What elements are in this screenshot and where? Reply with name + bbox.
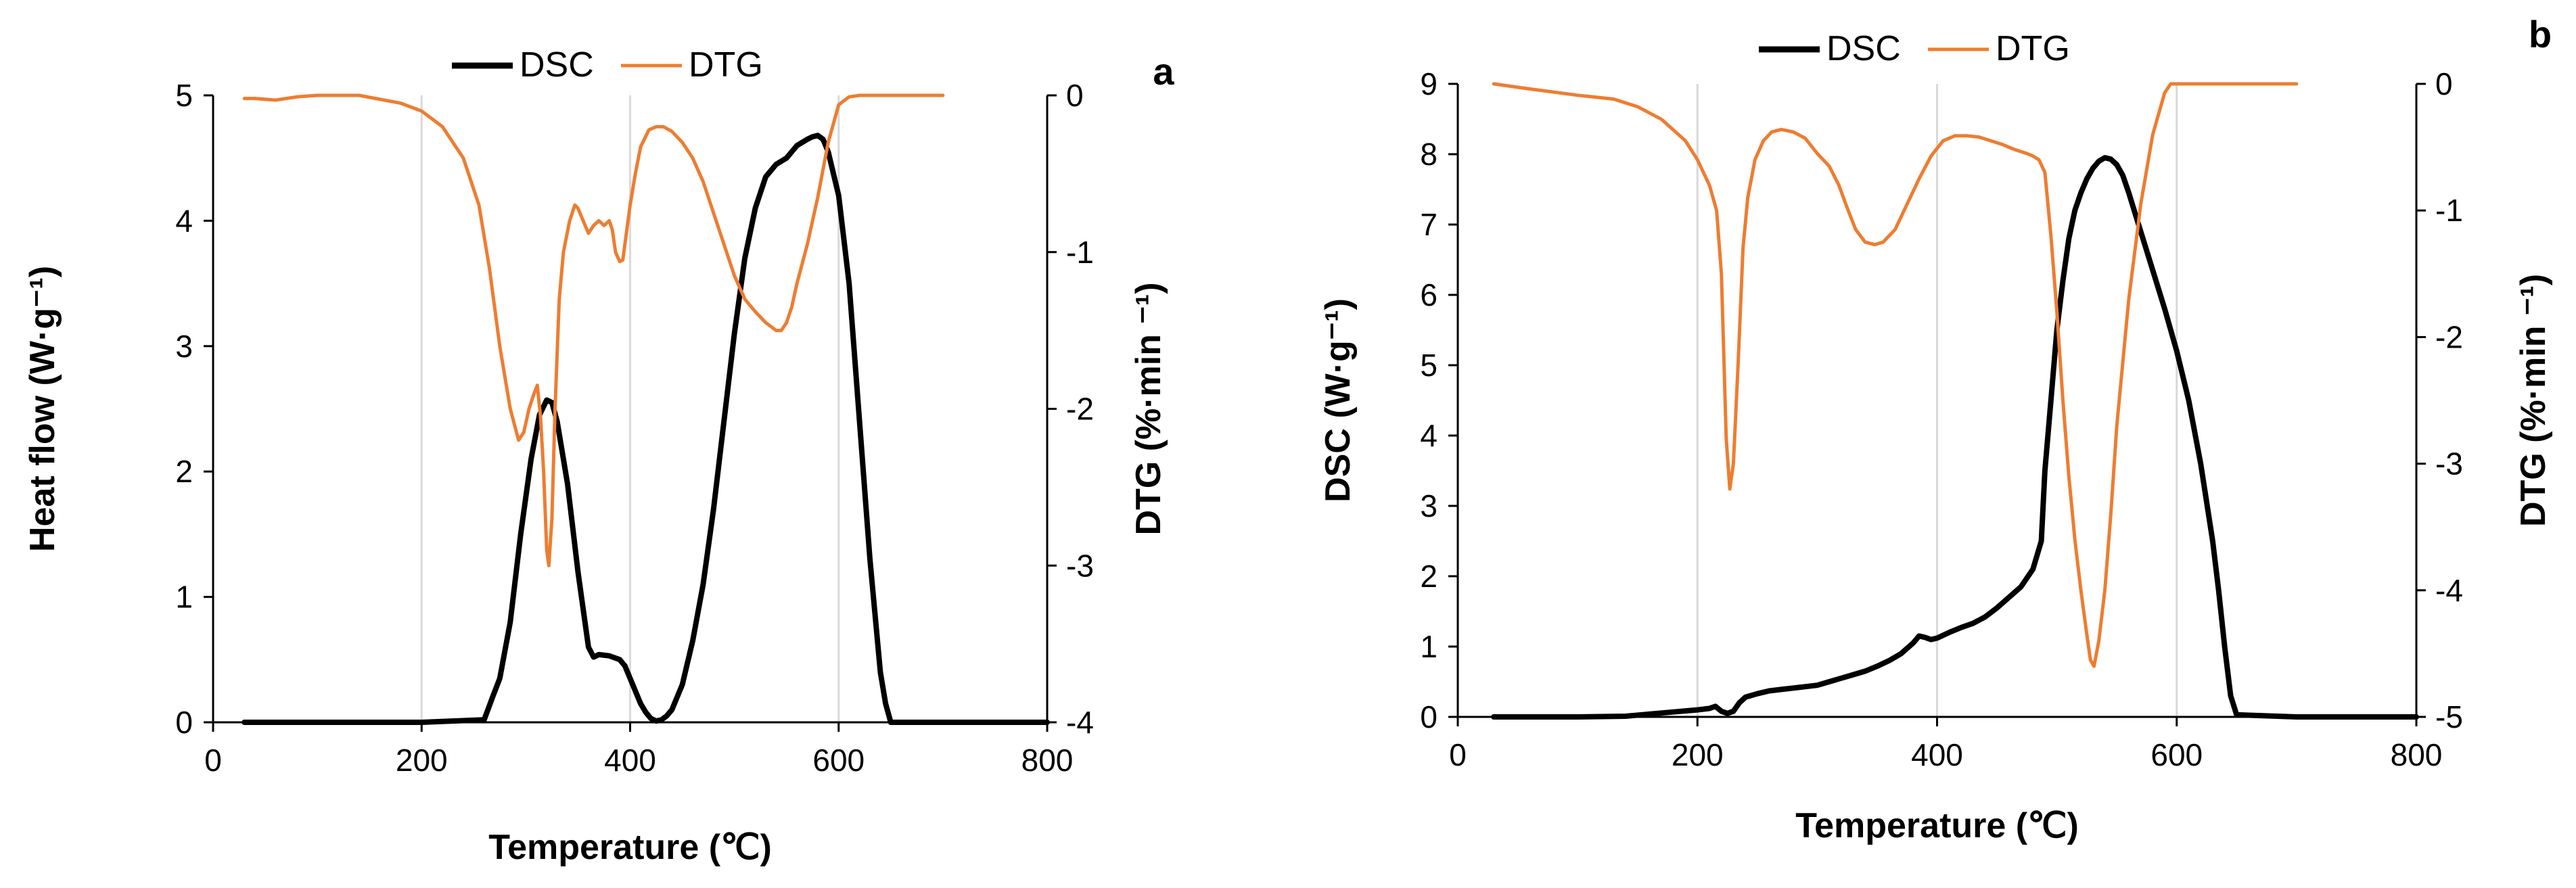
y-tick-label: 9 xyxy=(1420,66,1438,101)
y-tick-label: 5 xyxy=(1420,348,1438,383)
y2-tick-label: -4 xyxy=(2435,573,2463,608)
y2-tick-label: -5 xyxy=(2435,699,2463,734)
chart-panel-b: 0 200 400 600 800 0 1 2 3 4 5 6 7 8 9 -5 -4 -3 -2 -1 0 Temper… xyxy=(1318,13,2553,845)
x-tick-label: 600 xyxy=(812,743,865,778)
legend-label: DSC xyxy=(1826,29,1901,68)
x-tick-label: 400 xyxy=(1911,737,1963,772)
series-line-dsc xyxy=(242,133,1050,725)
y-tick-label: 5 xyxy=(175,78,193,113)
y2-tick-label: 0 xyxy=(1066,78,1084,113)
legend-label: DTG xyxy=(689,45,763,85)
y2-axis-title: DTG (%·min ⁻¹) xyxy=(2514,274,2553,527)
y2-axis-title: DTG (%·min ⁻¹) xyxy=(1129,282,1168,535)
x-tick-label: 800 xyxy=(1021,743,1074,778)
x-tick-label: 0 xyxy=(204,743,222,778)
y2-tick-label: -4 xyxy=(1066,705,1094,740)
y-tick-label: 3 xyxy=(1420,488,1438,523)
y2-tick-label: -2 xyxy=(1066,392,1094,427)
y-axis-title: DSC (W·g⁻¹) xyxy=(1318,298,1358,503)
y-tick-label: 2 xyxy=(175,454,193,489)
x-tick-label: 600 xyxy=(2150,737,2203,772)
x-tick-label: 400 xyxy=(604,743,656,778)
x-tick-label: 200 xyxy=(1672,737,1724,772)
y-tick-label: 1 xyxy=(1420,629,1438,664)
y2-tick-label: -2 xyxy=(2435,319,2463,354)
y2-tick-label: 0 xyxy=(2435,66,2453,101)
y-tick-label: 2 xyxy=(1420,559,1438,594)
x-tick-label: 200 xyxy=(396,743,448,778)
series-line-dsc xyxy=(1491,155,2419,720)
y2-tick-label: -3 xyxy=(2435,446,2463,482)
y-tick-label: 0 xyxy=(175,705,193,740)
legend-label: DTG xyxy=(1996,29,2070,68)
y-tick-label: 6 xyxy=(1420,277,1438,312)
y-tick-label: 1 xyxy=(175,580,193,615)
y2-tick-label: -3 xyxy=(1066,548,1094,583)
y2-tick-label: -1 xyxy=(1066,235,1094,270)
series-line-dtg xyxy=(1492,82,2299,668)
panel-label: a xyxy=(1153,50,1174,93)
x-axis-title: Temperature (℃) xyxy=(1795,806,2079,845)
legend-label: DSC xyxy=(520,45,594,85)
x-axis-title: Temperature (℃) xyxy=(488,828,772,867)
y2-tick-label: -1 xyxy=(2435,193,2463,228)
y-tick-label: 4 xyxy=(175,203,193,238)
x-tick-label: 800 xyxy=(2391,737,2443,772)
chart-panel-a: 0 200 400 600 800 0 1 2 3 4 5 -4 -3 -2 -1 0 Temperature … xyxy=(23,45,1174,867)
series-line-dtg xyxy=(242,93,945,567)
x-tick-label: 0 xyxy=(1449,737,1467,772)
panel-label: b xyxy=(2529,13,2552,55)
y-tick-label: 8 xyxy=(1420,137,1438,172)
y-tick-label: 3 xyxy=(175,329,193,364)
y-axis-title: Heat flow (W·g⁻¹) xyxy=(23,266,62,552)
y-tick-label: 0 xyxy=(1420,699,1438,734)
y-tick-label: 4 xyxy=(1420,418,1438,453)
y-tick-label: 7 xyxy=(1420,207,1438,242)
